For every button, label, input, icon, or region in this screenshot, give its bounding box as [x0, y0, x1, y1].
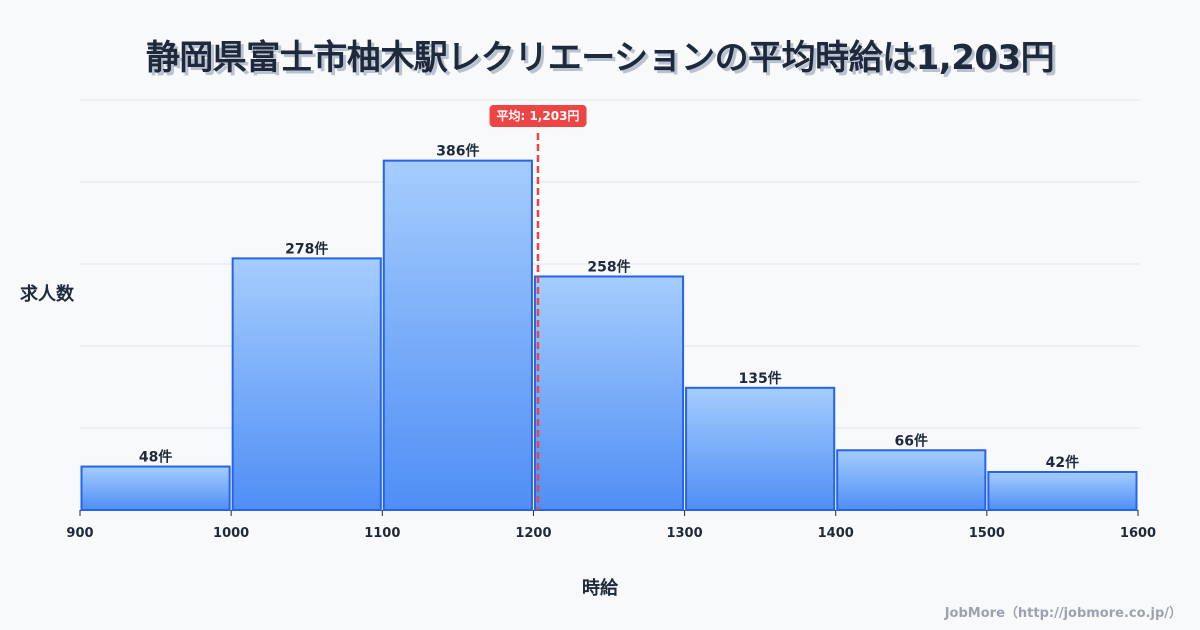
- bar-value-label: 135件: [739, 370, 782, 387]
- x-tick-label: 1600: [1120, 526, 1156, 541]
- x-tick-label: 1500: [969, 526, 1005, 541]
- x-tick-label: 1400: [818, 526, 854, 541]
- histogram-bar: [80, 465, 231, 512]
- bar-value-label: 278件: [285, 240, 328, 257]
- histogram-bar: [382, 159, 533, 512]
- bar-value-label: 48件: [139, 449, 172, 466]
- bar-value-label: 258件: [587, 258, 630, 275]
- x-tick-label: 1100: [364, 526, 400, 541]
- average-badge: 平均: 1,203円: [489, 105, 587, 127]
- histogram-bar: [231, 257, 382, 511]
- x-tick-label: 900: [66, 526, 93, 541]
- x-tick-label: 1200: [515, 526, 551, 541]
- histogram-bar: [685, 386, 836, 512]
- bar-value-label: 42件: [1046, 454, 1079, 471]
- bar-value-label: 386件: [436, 143, 479, 160]
- y-axis-label: 求人数: [20, 284, 74, 305]
- credit-text: JobMore（http://jobmore.co.jp/）: [944, 606, 1182, 621]
- bar-value-label: 66件: [895, 432, 928, 449]
- x-tick-label: 1000: [213, 526, 249, 541]
- x-axis: 900 1000 1100 1200 1300 1400 1500 1600: [66, 510, 1156, 541]
- histogram-bar: [987, 470, 1138, 511]
- histogram-bar: [836, 449, 987, 511]
- x-tick-label: 1300: [666, 526, 702, 541]
- chart-title: 静岡県富士市柚木駅レクリエーションの平均時給は1,203円: [145, 38, 1055, 78]
- x-axis-label: 時給: [582, 578, 618, 599]
- bars: 48件 278件 386件 258件 135件 66件 42件: [80, 143, 1138, 512]
- histogram-bar: [533, 275, 685, 511]
